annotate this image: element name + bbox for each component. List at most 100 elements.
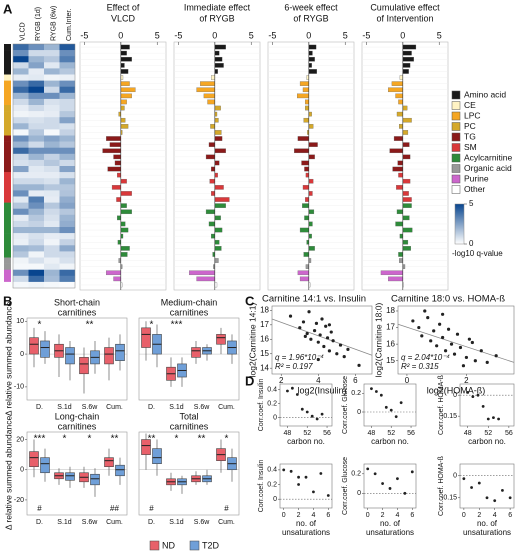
colorbar-label: -log10 q-value bbox=[452, 249, 503, 258]
effect-bar bbox=[402, 203, 412, 208]
point bbox=[303, 334, 307, 338]
effect-bar bbox=[120, 69, 129, 74]
heatmap-cell bbox=[28, 80, 44, 87]
class-bar bbox=[4, 98, 11, 106]
effect-bar bbox=[398, 252, 403, 257]
y-axis-label: Corr.coef. Glucose bbox=[342, 376, 349, 434]
effect-bar bbox=[120, 203, 127, 208]
class-bar bbox=[4, 233, 11, 240]
class-bar bbox=[4, 74, 11, 81]
heatmap-cell bbox=[28, 74, 44, 81]
effect-bar bbox=[120, 227, 129, 233]
effect-bar bbox=[294, 148, 309, 154]
y-axis-label: Corr.coef. HOMA-ß bbox=[438, 456, 445, 516]
effect-bar bbox=[399, 258, 403, 263]
y-tick-label: 18 bbox=[260, 305, 269, 314]
heatmap-cell bbox=[59, 74, 75, 81]
heatmap-cell bbox=[44, 105, 60, 112]
y-tick-label: 0.2 bbox=[351, 390, 361, 397]
effect-bar bbox=[120, 117, 126, 123]
y-tick-label: 16 bbox=[386, 339, 395, 348]
x-tick-label: -5 bbox=[174, 30, 182, 40]
heatmap-cell bbox=[59, 227, 75, 234]
effect-bar bbox=[212, 252, 215, 257]
x-axis-label: unsaturations bbox=[366, 528, 414, 537]
effect-bar bbox=[117, 172, 121, 178]
x-tick-label: 6 bbox=[508, 512, 512, 519]
heatmap-cell bbox=[13, 68, 29, 75]
point bbox=[461, 364, 466, 368]
heatmap-cell bbox=[44, 166, 60, 173]
heatmap-cell bbox=[28, 245, 44, 252]
class-bar bbox=[4, 281, 11, 289]
heatmap-cell bbox=[28, 117, 44, 124]
point bbox=[441, 335, 445, 340]
x-tick-label: 2 bbox=[464, 376, 469, 385]
legend-label: T2D bbox=[202, 540, 220, 550]
heatmap-cell bbox=[59, 245, 75, 252]
effect-bar bbox=[308, 178, 314, 184]
column-header: RYGB (1d) bbox=[35, 7, 42, 41]
effect-bar bbox=[308, 191, 313, 196]
point bbox=[411, 319, 415, 323]
x-tick-label: S.6w bbox=[82, 519, 99, 526]
effect-bar bbox=[308, 56, 315, 62]
heatmap-cell bbox=[28, 190, 44, 197]
legend-swatch bbox=[451, 90, 461, 100]
x-axis-label: no. of bbox=[296, 519, 317, 528]
heatmap-cell bbox=[59, 251, 75, 258]
panel-label: B bbox=[3, 293, 12, 308]
class-bar bbox=[4, 227, 11, 234]
point bbox=[501, 489, 504, 492]
class-bar bbox=[4, 141, 11, 148]
y-tick-label: 18 bbox=[386, 306, 395, 315]
effect-bar bbox=[299, 276, 309, 282]
heatmap-cell bbox=[59, 80, 75, 87]
box bbox=[40, 457, 50, 474]
effect-bar bbox=[308, 63, 312, 68]
effect-bar bbox=[113, 154, 121, 160]
heatmap-cell bbox=[28, 62, 44, 69]
x-tick-label: S.1d bbox=[169, 519, 184, 526]
x-axis-label: unsaturations bbox=[282, 528, 330, 537]
effect-bar bbox=[106, 136, 121, 141]
heatmap-cell bbox=[28, 44, 44, 51]
class-bar bbox=[4, 178, 11, 185]
plot-frame bbox=[279, 463, 333, 509]
y-tick-label: 14 bbox=[260, 363, 269, 372]
heatmap-cell bbox=[44, 245, 60, 252]
box bbox=[216, 334, 226, 345]
y-axis-label: Corr.coef. Insulin bbox=[258, 379, 265, 432]
legend-swatch bbox=[451, 174, 461, 184]
point bbox=[297, 475, 300, 479]
point bbox=[320, 317, 324, 321]
point bbox=[389, 408, 393, 412]
box bbox=[40, 340, 50, 358]
effect-bar bbox=[402, 117, 412, 123]
heatmap-cell bbox=[44, 147, 60, 155]
point bbox=[473, 359, 477, 363]
heatmap-cell bbox=[28, 141, 44, 148]
effect-bar bbox=[402, 227, 413, 233]
y-axis-label: Δ relative summed abundance bbox=[3, 416, 13, 531]
class-bar bbox=[4, 190, 11, 197]
heatmap-cell bbox=[13, 202, 29, 209]
heatmap-cell bbox=[28, 153, 44, 161]
box bbox=[104, 347, 114, 365]
effect-bar bbox=[308, 246, 315, 251]
heatmap-cell bbox=[44, 281, 60, 289]
heatmap-cell bbox=[44, 275, 60, 283]
legend-label: LPC bbox=[464, 110, 481, 120]
heatmap-cell bbox=[44, 135, 60, 142]
heatmap-cell bbox=[44, 80, 60, 87]
x-tick-label: 56 bbox=[505, 430, 513, 437]
effect-bar bbox=[308, 142, 318, 147]
class-bar bbox=[4, 44, 11, 51]
heatmap-cell bbox=[28, 92, 44, 100]
annotation: q = 1.96*10⁻⁴ bbox=[275, 353, 324, 362]
effect-bar bbox=[302, 203, 309, 208]
effect-bar bbox=[398, 172, 403, 178]
x-tick-label: 2 bbox=[279, 376, 284, 385]
forest-title: VLCD bbox=[111, 13, 136, 23]
x-tick-label: S.1d bbox=[169, 404, 184, 411]
